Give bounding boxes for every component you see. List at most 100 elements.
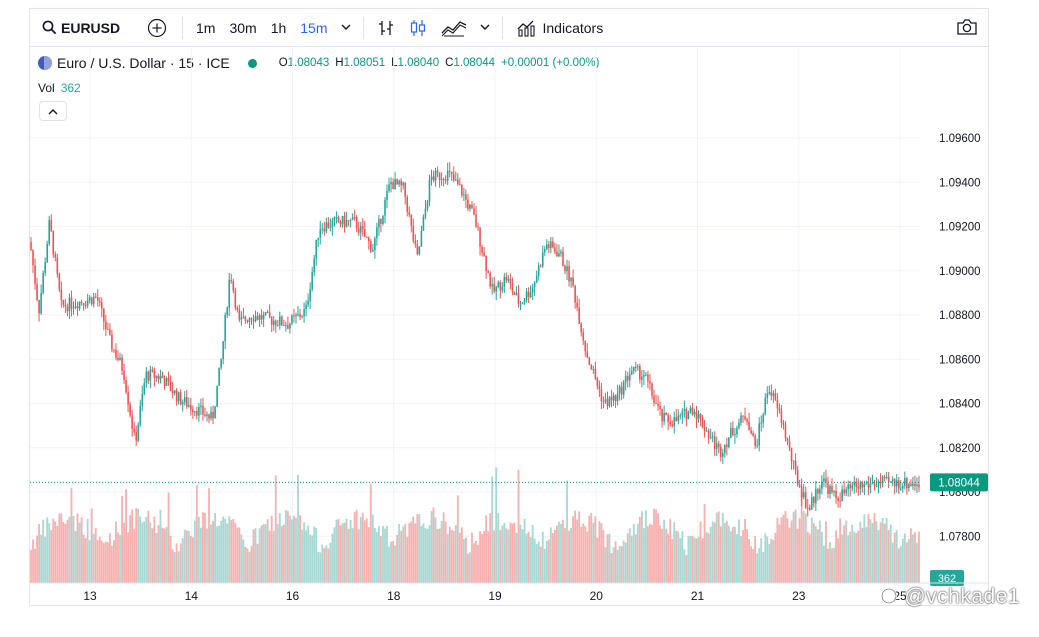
timeframe-30m[interactable]: 30m [222,9,263,47]
volume-bar [841,534,844,583]
candle-body [432,176,435,181]
price-axis[interactable]: 1.09600 1.09400 1.09200 1.09000 1.08800 1.086… [930,133,988,586]
timeframe-1h[interactable]: 1h [264,9,294,47]
volume-bar [794,509,797,583]
candle-body [471,204,473,209]
candle-body [871,483,874,485]
candle-body [179,392,182,405]
volume-bar [119,534,121,583]
volume-bar [788,527,791,583]
timeframe-15m[interactable]: 15m [293,9,334,47]
volume-bar [790,520,793,583]
volume-bar [333,527,336,583]
volume-bar [685,555,688,583]
candle-body [588,357,591,365]
candle-body [566,266,568,272]
volume-bar [853,531,856,583]
volume-bar [584,526,587,583]
candle-body [438,172,441,180]
candle-body [663,412,665,422]
volume-bar [610,553,613,583]
timeframe-dropdown[interactable] [335,9,357,47]
candle-body [36,283,38,301]
candle-body [86,300,89,306]
candle-body [582,332,585,341]
candle-body [788,441,791,448]
volume-bar [729,531,732,583]
candle-body [363,229,366,237]
volume-bar [127,532,130,583]
area-chart-type-button[interactable] [434,9,474,47]
candle-body [107,328,109,330]
candle-body [519,303,522,305]
symbol-search-button[interactable]: EURUSD [30,9,138,47]
volume-bar [133,528,136,583]
market-status-dot[interactable] [247,58,257,68]
candle-body [845,489,847,494]
volume-bar [711,521,714,583]
candle-body [857,486,860,489]
candle-body [865,483,868,485]
candle-body [66,306,69,312]
candle-body [594,368,597,379]
bar-chart-type-button[interactable] [370,9,402,47]
candle-body [732,427,734,436]
candle-body [908,483,910,489]
volume-bar [226,523,229,583]
candle-body [703,427,706,432]
volume-bar [183,529,186,583]
indicators-button[interactable]: Indicators [509,9,603,47]
candle-body [637,366,639,368]
candle-body [151,369,154,371]
open-key: O [278,57,288,69]
volume-bar [88,540,91,583]
volume-bar [736,534,738,583]
candle-body [489,272,491,287]
candle-chart-type-button[interactable] [402,9,434,47]
candle-body [521,302,524,304]
camera-icon [957,19,977,35]
volume-bar [770,538,773,583]
snapshot-button[interactable] [956,17,978,40]
candle-body [238,309,241,320]
last-volume-badge [930,570,964,586]
volume-bar [388,546,390,583]
candle-body [819,488,821,494]
volume-bar [687,535,690,583]
candle-body [659,406,661,409]
volume-bar [812,523,815,583]
price-chart[interactable]: 1.09600 1.09400 1.09200 1.09000 1.08800 1.086… [30,48,988,606]
candle-body [78,301,81,309]
volume-bar [507,529,510,583]
timeframe-1m[interactable]: 1m [189,9,222,47]
chart-type-dropdown[interactable] [474,9,496,47]
candle-body [899,488,902,490]
time-axis[interactable]: 13 14 16 18 19 20 21 23 25 [30,582,988,603]
candle-body [299,314,301,318]
candle-body [44,262,46,274]
candle-body [825,478,827,484]
candle-body [853,481,856,486]
candle-body [713,436,716,449]
candle-body [181,402,184,405]
volume-bar [284,509,287,583]
candle-body [723,444,726,454]
candle-body [141,394,144,407]
timeframe-label: 15m [300,19,328,36]
volume-bar [564,528,566,583]
collapse-legend-button[interactable] [39,101,67,121]
compare-symbol-button[interactable] [138,9,176,47]
candle-body [560,251,562,254]
volume-bar [723,522,726,583]
volume-bar [70,487,73,583]
last-price-badge [930,473,988,492]
candle-body [222,341,224,360]
volume-bar [845,520,848,583]
candle-body [473,208,475,215]
top-toolbar: EURUSD 1m 30m 1h 15m Indicators [30,9,988,47]
volume-bar [774,532,777,583]
candle-body [719,446,722,457]
candle-body [711,436,714,438]
volume-bar [52,518,55,583]
candle-body [501,286,504,291]
